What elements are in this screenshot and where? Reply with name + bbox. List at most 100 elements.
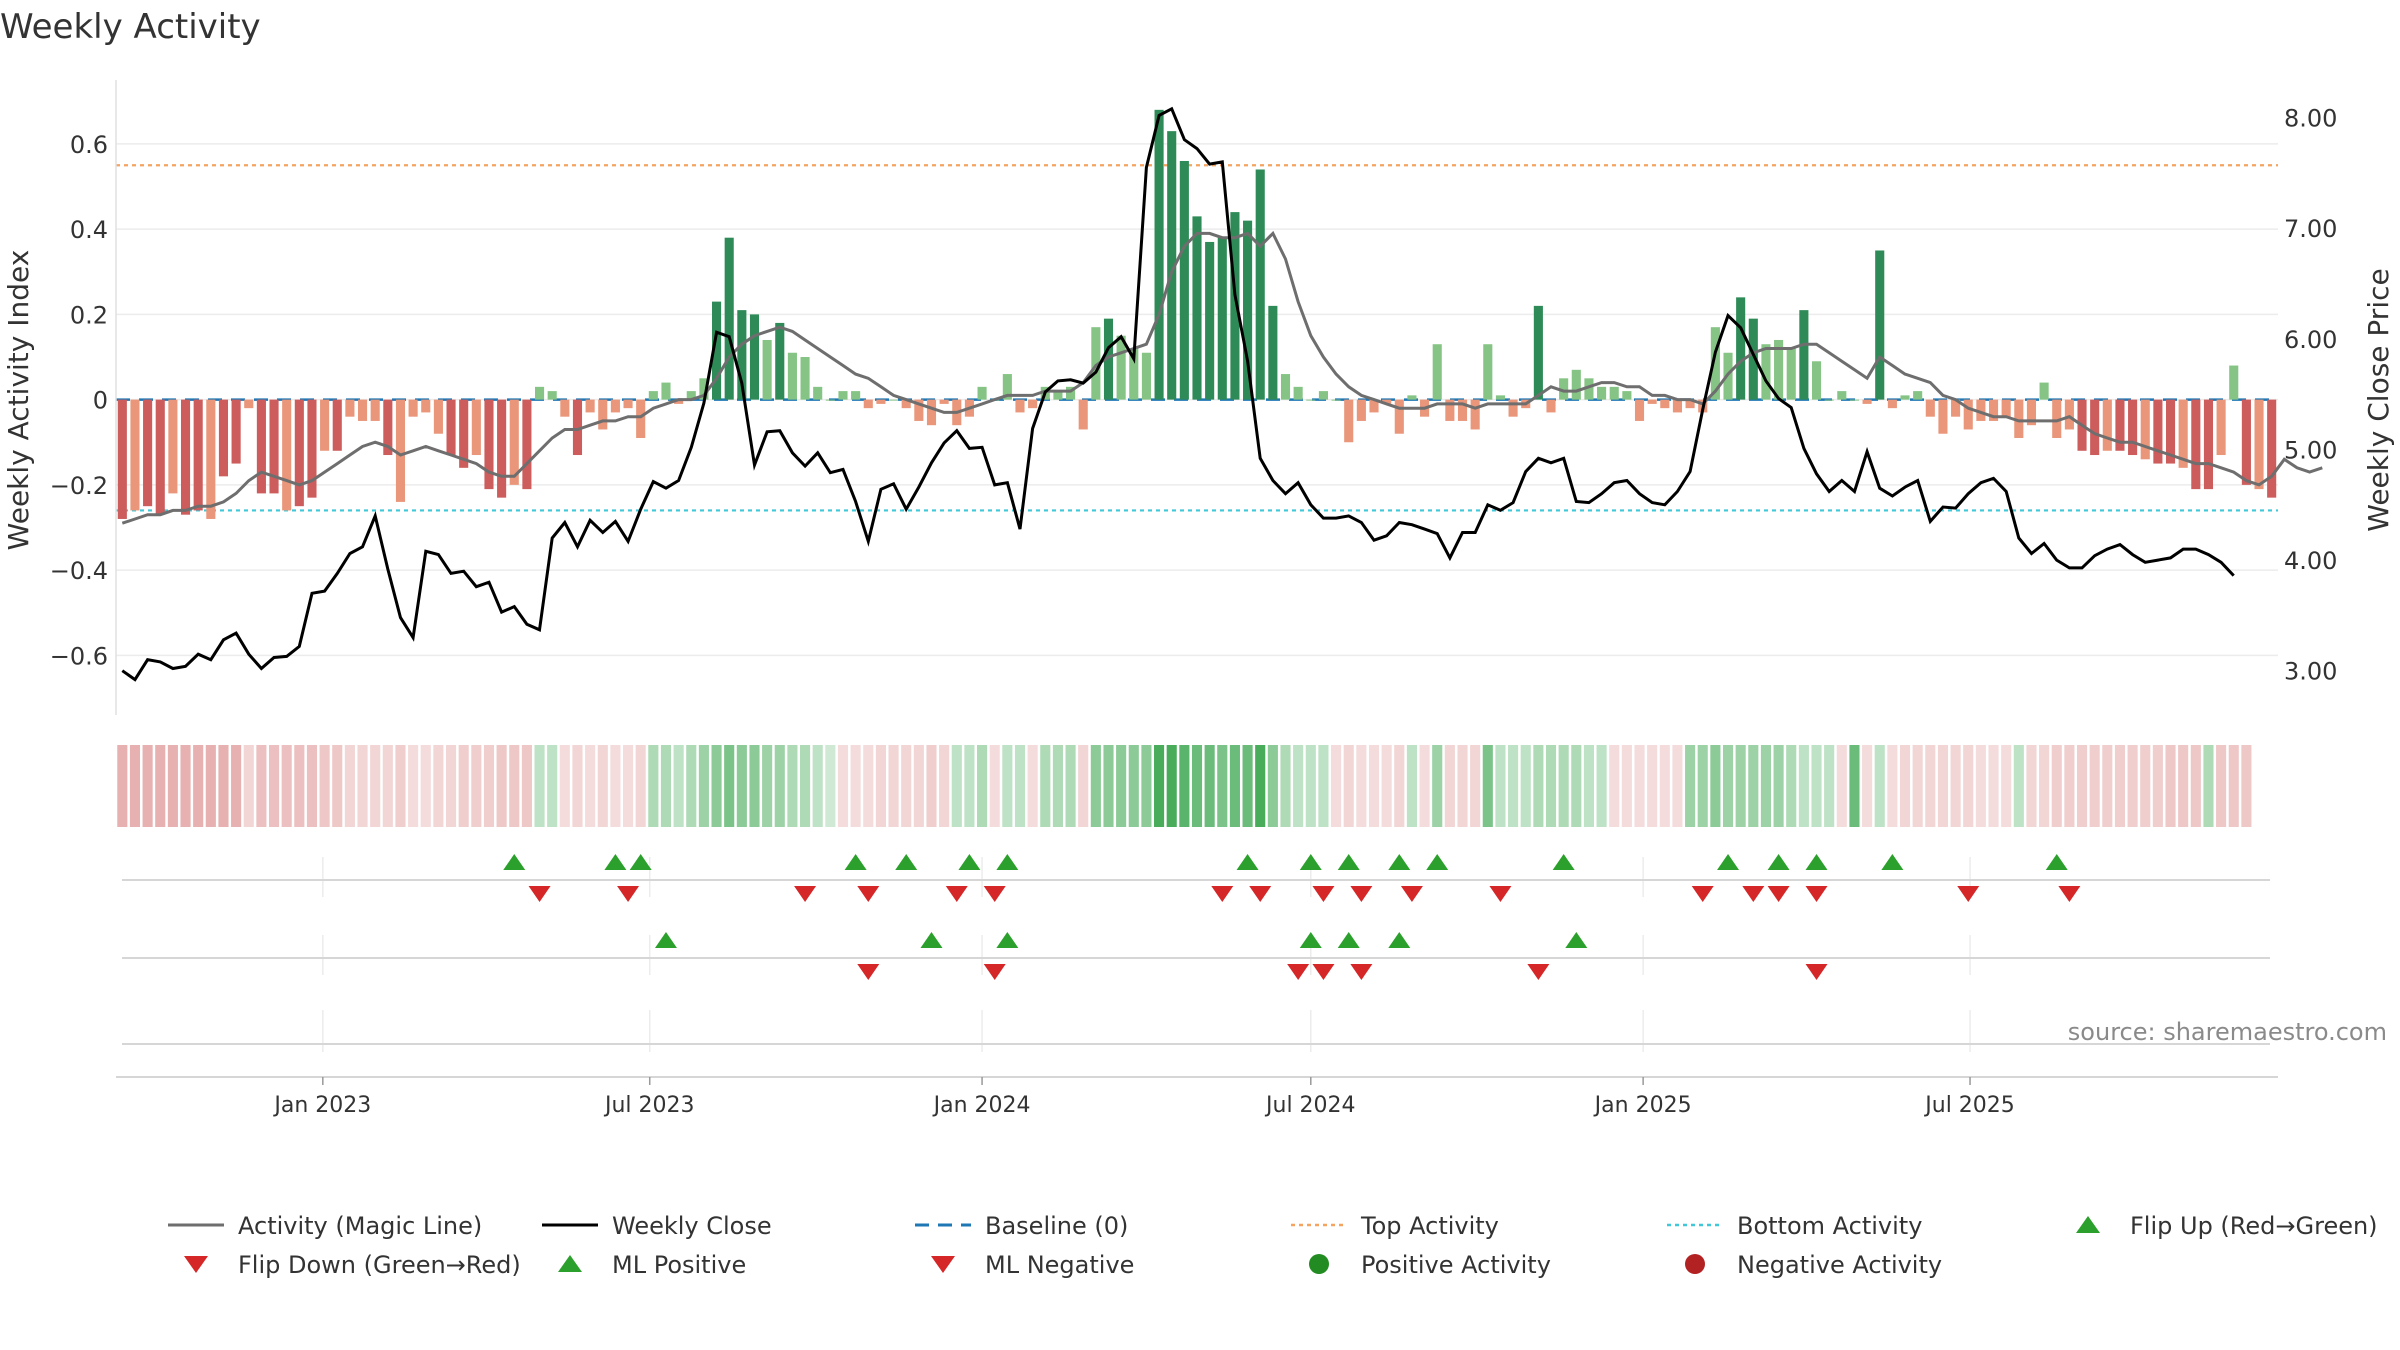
- activity-bar: [825, 399, 835, 401]
- heat-strip-cell: [1419, 745, 1430, 827]
- activity-bar: [1887, 399, 1897, 409]
- heat-strip-cell: [1824, 745, 1835, 827]
- activity-bar: [1571, 369, 1581, 400]
- legend-ml-positive-label: ML Positive: [612, 1251, 746, 1279]
- activity-bar: [699, 378, 709, 400]
- activity-bar: [2203, 399, 2214, 490]
- flip-down-marker: [794, 886, 817, 902]
- activity-bar: [408, 399, 418, 417]
- heat-strip-cell: [1722, 745, 1734, 827]
- flip-up-marker: [958, 854, 981, 870]
- activity-bar: [585, 399, 595, 413]
- activity-bar: [2128, 399, 2138, 456]
- heat-strip-cell: [458, 745, 469, 827]
- legend-negative-activity-label: Negative Activity: [1737, 1251, 1942, 1279]
- flip-down-marker: [1957, 886, 1980, 902]
- x-tick-label: Jan 2024: [932, 1093, 1031, 1118]
- heat-strip-cell: [2203, 745, 2214, 827]
- y-tick-label: −0.4: [50, 557, 108, 585]
- activity-bar: [1268, 305, 1278, 400]
- heat-strip-cell: [445, 745, 457, 827]
- y-tick-label: 0.6: [70, 131, 108, 159]
- flip-up-marker: [1388, 854, 1411, 870]
- heat-strip-cell: [1166, 745, 1177, 827]
- activity-bar: [1255, 169, 1265, 400]
- heat-strip-cell: [1242, 745, 1253, 827]
- heat-strip-cell: [1659, 745, 1670, 827]
- heat-strip-cell: [1305, 745, 1316, 827]
- activity-bar: [800, 357, 810, 400]
- activity-bar: [1913, 391, 1923, 400]
- activity-bar: [1597, 386, 1607, 400]
- activity-bar: [1862, 399, 1872, 404]
- activity-bar: [926, 399, 937, 426]
- activity-bar: [1748, 318, 1758, 400]
- activity-bar: [1685, 399, 1695, 409]
- ml-negative-marker: [1805, 964, 1828, 980]
- heat-strip-cell: [2165, 745, 2176, 827]
- flip-down-marker: [1805, 886, 1828, 902]
- flip-up-marker: [1881, 854, 1904, 870]
- heat-strip-cell: [2026, 745, 2037, 827]
- heat-strip-cell: [875, 745, 886, 827]
- heat-strip-cell: [572, 745, 583, 827]
- activity-bar: [560, 399, 570, 417]
- activity-bar: [2115, 399, 2125, 451]
- heat-strip-cell: [1343, 745, 1354, 827]
- activity-bar: [813, 386, 823, 400]
- ml-positive-marker: [920, 932, 943, 948]
- activity-bar: [1167, 131, 1177, 400]
- activity-bar: [1584, 378, 1594, 400]
- ml-positive-marker: [1299, 932, 1322, 948]
- activity-bar: [1824, 399, 1834, 401]
- heat-strip-cell: [167, 745, 178, 827]
- source-note: source: sharemaestro.com: [2068, 1018, 2387, 1046]
- activity-bar: [1799, 310, 1809, 400]
- legend-flip-down-label: Flip Down (Green→Red): [238, 1251, 521, 1279]
- y-tick-label: 0.2: [70, 301, 108, 329]
- heat-strip-cell: [800, 745, 811, 827]
- activity-bar: [762, 339, 772, 400]
- heat-strip-cell: [129, 745, 141, 827]
- heat-strip-cell: [1495, 745, 1506, 827]
- flip-down-marker: [617, 886, 640, 902]
- heat-strip-cell: [1014, 745, 1026, 827]
- heat-strip-cell: [686, 745, 697, 827]
- legend-ml-negative-label: ML Negative: [985, 1251, 1134, 1279]
- activity-bar: [1066, 386, 1076, 400]
- heat-strip-cell: [496, 745, 507, 827]
- heat-strip-cell: [1520, 745, 1531, 827]
- heat-strip-cell: [585, 745, 596, 827]
- heat-strip-cell: [964, 745, 975, 827]
- flip-up-marker: [503, 854, 526, 870]
- flip-down-marker: [1767, 886, 1790, 902]
- heat-strip-cell: [1899, 745, 1911, 827]
- activity-bar: [1761, 344, 1771, 400]
- flip-up-marker: [1767, 854, 1790, 870]
- flip-down-marker: [1742, 886, 1765, 902]
- flip-down-marker: [1691, 886, 1714, 902]
- activity-bar: [1900, 395, 1910, 400]
- heat-strip-cell: [1280, 745, 1291, 827]
- activity-bar: [1622, 391, 1632, 400]
- activity-bar: [977, 386, 987, 400]
- activity-bar: [282, 399, 292, 511]
- heat-strip-cell: [1040, 745, 1051, 827]
- ml-negative-marker: [1312, 964, 1335, 980]
- heat-strip-cell: [1103, 745, 1114, 827]
- heat-strip-cell: [420, 745, 431, 827]
- activity-bar: [889, 399, 899, 401]
- flip-up-marker: [1299, 854, 1322, 870]
- activity-bar: [1533, 305, 1543, 400]
- heat-strip-cell: [357, 745, 368, 827]
- heat-strip-cell: [1697, 745, 1708, 827]
- heat-strip-cell: [1090, 745, 1101, 827]
- flip-down-marker: [1249, 886, 1272, 902]
- activity-bar: [1154, 109, 1164, 400]
- heat-strip-cell: [825, 745, 836, 827]
- activity-bar: [775, 322, 785, 400]
- activity-bar: [1356, 399, 1366, 421]
- activity-bar: [1407, 395, 1417, 400]
- activity-bar: [737, 310, 747, 400]
- legend-flip-up-label: Flip Up (Red→Green): [2130, 1212, 2378, 1240]
